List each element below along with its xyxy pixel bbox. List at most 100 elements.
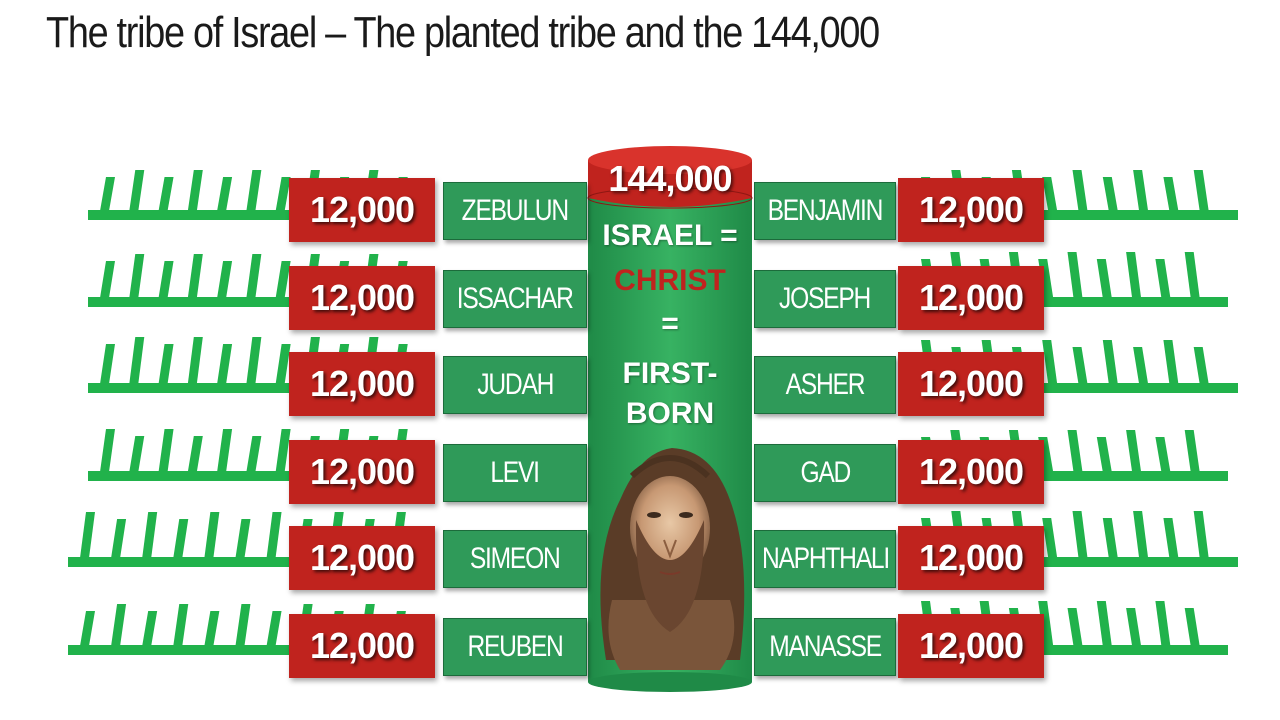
plant-stalk [1042, 518, 1058, 558]
tribe-label-reuben: REUBEN [443, 618, 587, 676]
planted-row-base [88, 210, 430, 220]
plant-stalk [80, 512, 95, 558]
planted-row-base [88, 383, 430, 393]
christ-portrait [600, 448, 745, 670]
planted-row-base [915, 471, 1228, 481]
plant-stalk [1133, 347, 1149, 384]
center-born-label: BORN [625, 397, 715, 430]
planted-row-base [915, 557, 1238, 567]
plant-stalk [1155, 437, 1171, 472]
count-badge: 12,000 [898, 526, 1044, 590]
tribe-label-asher: ASHER [754, 356, 896, 414]
plant-stalk [246, 170, 262, 211]
plant-stalk [1184, 430, 1200, 472]
plant-stalk [80, 611, 95, 646]
plant-stalk [142, 512, 158, 558]
plant-stalk [173, 519, 189, 558]
plant-stalk [173, 604, 189, 646]
plant-stalk [1126, 430, 1142, 472]
tribe-label-naphthali: NAPHTHALI [754, 530, 896, 588]
plant-stalk [129, 436, 145, 472]
tribe-label-gad: GAD [754, 444, 896, 502]
plant-stalk [235, 604, 251, 646]
plant-stalk [266, 512, 282, 558]
plant-stalk [111, 604, 127, 646]
plant-stalk [142, 611, 158, 646]
plant-stalk [217, 429, 233, 472]
plant-stalk [204, 512, 220, 558]
plant-stalk [275, 344, 291, 384]
center-total: 144,000 [608, 158, 732, 199]
plant-stalk [1038, 601, 1054, 646]
plant-stalk [1096, 601, 1112, 646]
plant-stalk [1096, 259, 1112, 298]
plant-stalk [1042, 340, 1058, 384]
plant-stalk [1163, 518, 1179, 558]
plant-stalk [158, 344, 174, 384]
tribe-label-joseph: JOSEPH [754, 270, 896, 328]
plant-stalk [217, 261, 233, 298]
tribe-label-levi: LEVI [443, 444, 587, 502]
plant-stalk [1184, 252, 1200, 298]
plant-stalk [100, 344, 115, 384]
planted-row-base [68, 645, 430, 655]
plant-stalk [1067, 252, 1083, 298]
plant-stalk [1193, 511, 1209, 558]
planted-row-base [915, 383, 1238, 393]
planted-row-base [88, 297, 430, 307]
plant-stalk [1067, 608, 1083, 646]
count-badge: 12,000 [289, 266, 435, 330]
plant-stalk [1163, 177, 1179, 211]
plant-stalk [1126, 608, 1142, 646]
plant-stalk [275, 261, 291, 298]
center-israel-label: ISRAEL = [602, 219, 738, 252]
plant-stalk [187, 436, 203, 472]
plant-stalk [158, 261, 174, 298]
center-first-label: FIRST- [622, 357, 718, 390]
plant-stalk [1102, 177, 1118, 211]
plant-stalk [1102, 518, 1118, 558]
count-badge: 12,000 [289, 526, 435, 590]
count-badge: 12,000 [898, 614, 1044, 678]
planted-row-base [88, 471, 430, 481]
center-pillar [587, 146, 753, 692]
tribe-label-zebulun: ZEBULUN [443, 182, 587, 240]
plant-stalk [275, 429, 291, 472]
plant-stalk [187, 170, 203, 211]
plant-stalk [1163, 340, 1179, 384]
plant-stalk [246, 337, 262, 384]
plant-stalk [1042, 177, 1058, 211]
tribe-label-simeon: SIMEON [443, 530, 587, 588]
planted-row-base [68, 557, 430, 567]
plant-stalk [1102, 340, 1118, 384]
tribe-label-manasse: MANASSE [754, 618, 896, 676]
plant-stalk [1072, 511, 1088, 558]
plant-stalk [217, 177, 233, 211]
plant-stalk [187, 337, 203, 384]
count-badge: 12,000 [289, 440, 435, 504]
plant-stalk [129, 254, 145, 298]
plant-stalk [1126, 252, 1142, 298]
plant-stalk [235, 519, 251, 558]
count-badge: 12,000 [289, 178, 435, 242]
plant-stalk [246, 254, 262, 298]
count-badge: 12,000 [898, 440, 1044, 504]
plant-stalk [1133, 511, 1149, 558]
plant-stalk [100, 429, 115, 472]
planted-row-base [915, 645, 1228, 655]
tribe-label-judah: JUDAH [443, 356, 587, 414]
plant-stalk [158, 429, 174, 472]
plant-stalk [266, 611, 282, 646]
plant-stalk [1155, 601, 1171, 646]
plant-stalk [204, 611, 220, 646]
plant-stalk [1133, 170, 1149, 211]
plant-stalk [187, 254, 203, 298]
count-badge: 12,000 [289, 352, 435, 416]
plant-stalk [111, 519, 127, 558]
plant-stalk [100, 177, 115, 211]
plant-stalk [129, 337, 145, 384]
tribe-label-benjamin: BENJAMIN [754, 182, 896, 240]
plant-stalk [1155, 259, 1171, 298]
plant-stalk [1072, 347, 1088, 384]
planted-row-base [915, 210, 1238, 220]
